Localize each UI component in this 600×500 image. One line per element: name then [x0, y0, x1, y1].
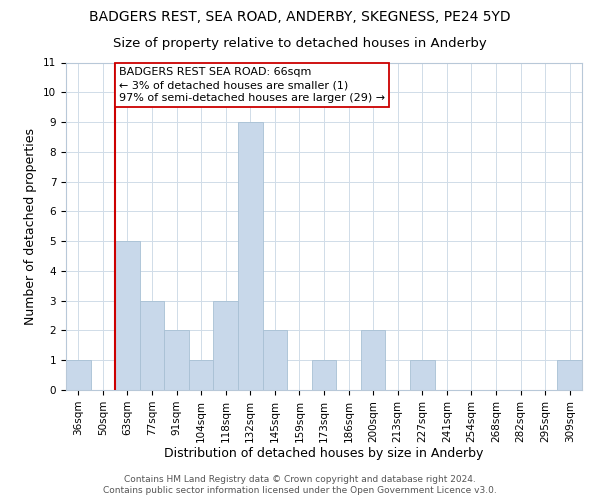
Text: Contains HM Land Registry data © Crown copyright and database right 2024.: Contains HM Land Registry data © Crown c…: [124, 475, 476, 484]
Bar: [263, 330, 287, 390]
Bar: [214, 300, 238, 390]
Bar: [312, 360, 336, 390]
Bar: [66, 360, 91, 390]
Text: Contains public sector information licensed under the Open Government Licence v3: Contains public sector information licen…: [103, 486, 497, 495]
Text: BADGERS REST SEA ROAD: 66sqm
← 3% of detached houses are smaller (1)
97% of semi: BADGERS REST SEA ROAD: 66sqm ← 3% of det…: [119, 67, 385, 104]
Bar: [361, 330, 385, 390]
Text: Size of property relative to detached houses in Anderby: Size of property relative to detached ho…: [113, 38, 487, 51]
Bar: [115, 241, 140, 390]
Bar: [238, 122, 263, 390]
Bar: [164, 330, 189, 390]
Bar: [410, 360, 434, 390]
Bar: [140, 300, 164, 390]
X-axis label: Distribution of detached houses by size in Anderby: Distribution of detached houses by size …: [164, 448, 484, 460]
Y-axis label: Number of detached properties: Number of detached properties: [25, 128, 37, 325]
Bar: [557, 360, 582, 390]
Text: BADGERS REST, SEA ROAD, ANDERBY, SKEGNESS, PE24 5YD: BADGERS REST, SEA ROAD, ANDERBY, SKEGNES…: [89, 10, 511, 24]
Bar: [189, 360, 214, 390]
